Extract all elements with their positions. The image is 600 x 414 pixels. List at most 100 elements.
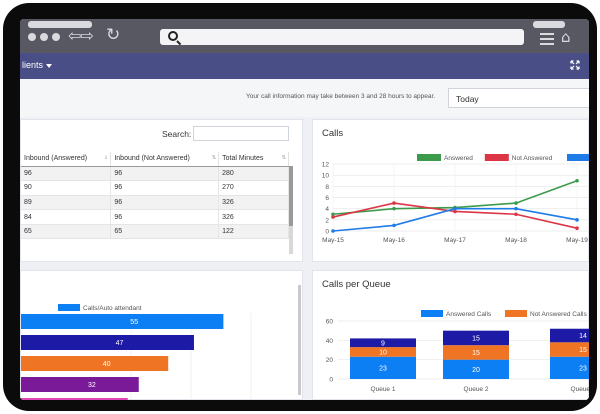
table-row[interactable]: 84 96 326 <box>21 209 289 225</box>
queue-chart-title: Calls per Queue <box>322 279 391 290</box>
table-cell: 270 <box>218 180 289 196</box>
bar-value-label: 15 <box>472 335 480 342</box>
data-point <box>514 206 518 211</box>
expand-icon[interactable] <box>570 60 580 70</box>
data-point <box>392 223 396 228</box>
sort-icon: ↓ <box>103 155 109 161</box>
table-cell: 84 <box>21 209 112 225</box>
data-point <box>392 201 396 205</box>
clients-menu-label: lients <box>22 60 44 70</box>
bar-segment <box>443 359 509 379</box>
y-tick-label: 4 <box>325 206 329 213</box>
tablet-frame: ⇦⇨ ↻ ⌂ lients Your call information may … <box>3 3 597 411</box>
date-range-select[interactable]: Today <box>448 88 589 108</box>
app-header: lients <box>20 53 589 79</box>
y-tick-label: 20 <box>326 357 334 364</box>
menu-icon[interactable] <box>540 33 554 45</box>
search-label: Search: <box>162 129 192 139</box>
browser-tab[interactable] <box>50 21 92 28</box>
table-row[interactable]: 65 65 122 <box>21 224 289 240</box>
bar-value-label: 32 <box>88 382 96 389</box>
bar-value-label: 15 <box>472 350 480 357</box>
browser-tab[interactable] <box>533 21 565 28</box>
data-point <box>575 178 579 183</box>
bar <box>21 377 139 392</box>
sort-icon: ⇅ <box>211 155 217 161</box>
data-point <box>331 229 335 233</box>
data-point <box>453 206 457 211</box>
search-icon <box>168 31 178 41</box>
column-header-label: Total Minutes <box>222 155 264 163</box>
bar-value-label: 9 <box>381 340 385 347</box>
back-forward-icon[interactable]: ⇦⇨ <box>68 26 94 45</box>
data-point <box>331 212 335 217</box>
column-header[interactable]: Inbound (Answered) ↓ <box>21 152 112 167</box>
bar-value-label: 55 <box>130 319 138 326</box>
data-point <box>392 206 396 211</box>
reload-icon[interactable]: ↻ <box>106 25 121 45</box>
table-row[interactable]: 89 96 326 <box>21 195 289 211</box>
legend-label: Not Answered <box>512 155 553 162</box>
bar-value-label: 23 <box>579 365 587 372</box>
bar-segment <box>350 356 416 379</box>
bar-value-label: 40 <box>103 361 111 368</box>
data-point <box>575 218 579 222</box>
table-row[interactable]: 90 96 270 <box>21 180 289 196</box>
auto-attendant-card: Calls/Auto attendant5547403229 <box>20 270 303 400</box>
bar-segment <box>550 342 589 357</box>
x-tick-label: Queue 3 <box>571 386 589 393</box>
y-tick-label: 8 <box>325 184 329 191</box>
legend-label: Answered Calls <box>446 311 492 318</box>
bar-segment <box>443 345 509 360</box>
x-tick-label: May-16 <box>383 237 405 244</box>
clients-menu[interactable]: lients <box>22 60 53 70</box>
scrollbar-thumb[interactable] <box>289 166 293 226</box>
bar-value-label: 20 <box>472 367 480 374</box>
column-header[interactable]: Inbound (Not Answered) ⇅ <box>110 152 220 167</box>
x-tick-label: May-15 <box>322 237 344 244</box>
table-cell: 96 <box>110 209 220 225</box>
window-dot-icon[interactable] <box>40 33 48 41</box>
legend-label: Calls/Auto attendant <box>83 305 142 312</box>
address-bar[interactable] <box>160 29 524 45</box>
search-input[interactable] <box>193 126 289 141</box>
table-cell: 65 <box>21 224 112 240</box>
y-tick-label: 10 <box>322 173 330 180</box>
panel-scrollbar[interactable] <box>298 285 301 395</box>
legend-swatch <box>567 154 589 161</box>
x-tick-label: Queue 1 <box>371 386 396 393</box>
calls-per-queue-chart: 0 20 40 60 Answered Calls Not Answered Calls 2… <box>326 310 589 393</box>
x-tick-label: Queue 2 <box>464 386 489 393</box>
data-point <box>575 226 579 231</box>
home-icon[interactable]: ⌂ <box>561 28 571 46</box>
table-scrollbar[interactable] <box>289 166 293 254</box>
y-tick-label: 2 <box>325 217 329 224</box>
legend-swatch <box>484 154 509 161</box>
legend-swatch <box>421 310 443 317</box>
table-cell: 122 <box>218 224 289 240</box>
window-dot-icon[interactable] <box>28 33 36 41</box>
data-point <box>514 201 518 205</box>
table-cell: 96 <box>110 195 220 211</box>
screen: ⇦⇨ ↻ ⌂ lients Your call information may … <box>20 19 589 400</box>
bar-segment <box>443 330 509 346</box>
column-header[interactable]: Total Minutes ⇅ <box>218 152 289 167</box>
table-cell: 89 <box>21 195 112 211</box>
column-header-label: Inbound (Answered) <box>24 155 88 163</box>
bar <box>21 335 194 350</box>
bar-segment <box>550 328 589 343</box>
table-row[interactable]: 96 96 280 <box>21 166 289 182</box>
bar-value-label: 10 <box>379 349 387 356</box>
calls-chart-title: Calls <box>322 128 344 139</box>
chevron-down-icon <box>46 63 53 68</box>
table-cell: 96 <box>110 180 220 196</box>
window-dot-icon[interactable] <box>52 33 60 41</box>
bar-segment <box>350 347 416 357</box>
y-tick-label: 60 <box>326 319 334 326</box>
calls-chart-card: Calls 0 2 4 6 8 10 12 May-15 May-16 May-17 May-18 M… <box>312 119 589 262</box>
bar-value-label: 23 <box>379 365 387 372</box>
legend-label: Not Answered Calls <box>530 311 587 318</box>
calls-per-queue-card: Calls per Queue 0 20 40 60 Answered Calls Not… <box>312 270 589 400</box>
bar-segment <box>350 338 416 348</box>
y-tick-label: 0 <box>325 229 329 236</box>
